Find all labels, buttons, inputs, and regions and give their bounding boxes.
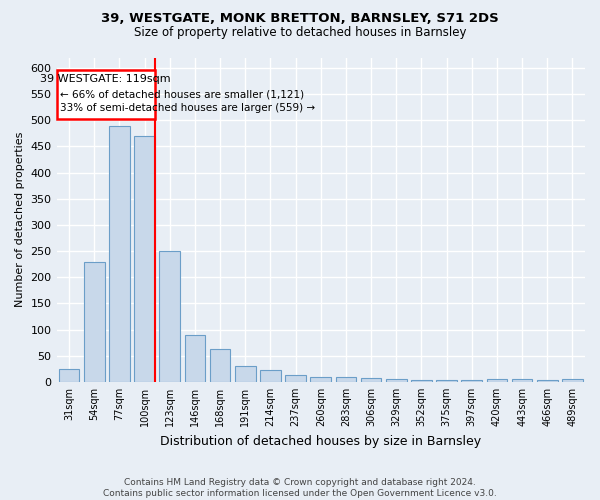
X-axis label: Distribution of detached houses by size in Barnsley: Distribution of detached houses by size … xyxy=(160,434,481,448)
Bar xyxy=(260,370,281,382)
Text: ← 66% of detached houses are smaller (1,121): ← 66% of detached houses are smaller (1,… xyxy=(59,90,304,100)
Bar xyxy=(59,369,79,382)
Text: Size of property relative to detached houses in Barnsley: Size of property relative to detached ho… xyxy=(134,26,466,39)
Bar xyxy=(386,380,407,382)
Y-axis label: Number of detached properties: Number of detached properties xyxy=(15,132,25,308)
Bar xyxy=(335,377,356,382)
Bar xyxy=(562,380,583,382)
Bar xyxy=(537,380,557,382)
Bar xyxy=(361,378,382,382)
FancyBboxPatch shape xyxy=(56,70,155,118)
Text: Contains HM Land Registry data © Crown copyright and database right 2024.
Contai: Contains HM Land Registry data © Crown c… xyxy=(103,478,497,498)
Bar xyxy=(436,380,457,382)
Bar xyxy=(512,379,532,382)
Bar xyxy=(160,251,180,382)
Bar xyxy=(84,262,104,382)
Text: 39 WESTGATE: 119sqm: 39 WESTGATE: 119sqm xyxy=(40,74,171,84)
Bar xyxy=(461,380,482,382)
Bar xyxy=(210,350,230,382)
Bar xyxy=(411,380,432,382)
Text: 39, WESTGATE, MONK BRETTON, BARNSLEY, S71 2DS: 39, WESTGATE, MONK BRETTON, BARNSLEY, S7… xyxy=(101,12,499,24)
Bar xyxy=(134,136,155,382)
Bar xyxy=(185,335,205,382)
Bar xyxy=(310,376,331,382)
Bar xyxy=(235,366,256,382)
Bar xyxy=(285,374,306,382)
Bar xyxy=(109,126,130,382)
Bar xyxy=(487,379,507,382)
Text: 33% of semi-detached houses are larger (559) →: 33% of semi-detached houses are larger (… xyxy=(59,103,314,113)
